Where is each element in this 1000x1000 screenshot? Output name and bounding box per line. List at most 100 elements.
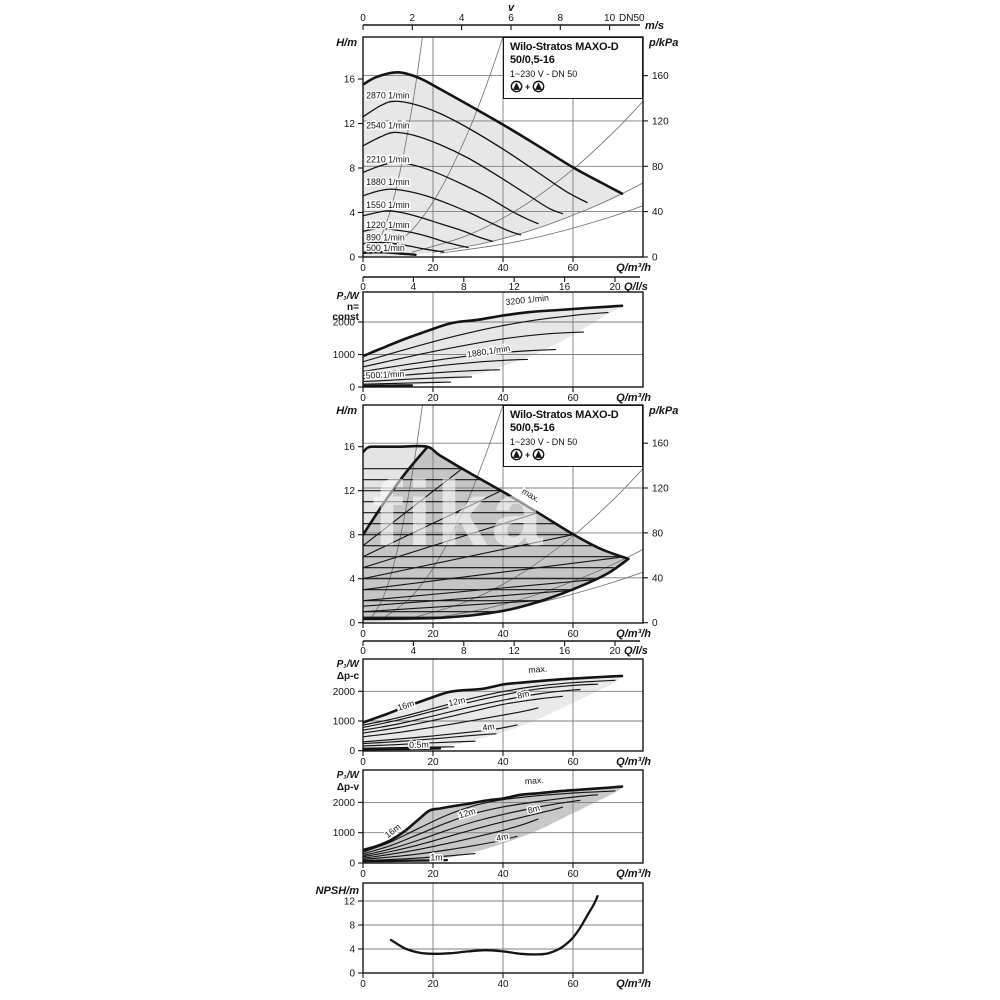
svg-text:m/s: m/s xyxy=(645,20,664,32)
svg-text:0: 0 xyxy=(349,859,355,870)
svg-text:1m: 1m xyxy=(430,852,442,862)
svg-text:0: 0 xyxy=(360,646,366,657)
svg-text:0: 0 xyxy=(360,393,366,404)
svg-text:16: 16 xyxy=(344,442,356,453)
svg-text:1000: 1000 xyxy=(333,350,356,361)
svg-text:500 1/min: 500 1/min xyxy=(365,369,404,381)
series-6m xyxy=(363,707,539,738)
svg-text:40: 40 xyxy=(652,573,664,584)
svg-text:v: v xyxy=(508,2,515,14)
svg-text:60: 60 xyxy=(567,629,579,640)
series-v-guide-2 xyxy=(383,405,504,619)
series-dp-v 6m xyxy=(363,556,621,591)
svg-text:1000: 1000 xyxy=(333,717,356,728)
svg-text:40: 40 xyxy=(497,979,509,990)
chart-p1-n-const: 2000 1000 00 20 40 60 Q/m³/h P₁/Wn=const 3200 1/… xyxy=(332,291,651,404)
svg-text:60: 60 xyxy=(567,393,579,404)
svg-text:120: 120 xyxy=(652,484,669,495)
svg-text:0: 0 xyxy=(349,969,355,980)
svg-text:0: 0 xyxy=(349,383,355,394)
svg-text:60: 60 xyxy=(567,757,579,768)
svg-text:0: 0 xyxy=(349,618,355,629)
svg-text:max.: max. xyxy=(524,775,544,786)
svg-text:1550 1/min: 1550 1/min xyxy=(366,200,410,210)
series-NPSH xyxy=(389,895,599,956)
series-3200 1/min xyxy=(363,304,624,358)
series-window-bottom xyxy=(363,557,630,621)
svg-text:0: 0 xyxy=(360,282,366,293)
svg-text:Q/m³/h: Q/m³/h xyxy=(616,756,651,768)
series-890 1/min xyxy=(363,381,452,385)
svg-text:P₁/W: P₁/W xyxy=(337,659,361,670)
svg-text:DN50: DN50 xyxy=(619,13,645,24)
series-dp-v 8m xyxy=(363,534,574,580)
series-10m xyxy=(363,688,581,731)
svg-text:0: 0 xyxy=(360,263,366,274)
svg-text:0: 0 xyxy=(349,253,355,264)
product-model: 50/0,5-16 xyxy=(510,54,555,66)
series-500 1/min xyxy=(363,384,414,387)
svg-text:4: 4 xyxy=(349,945,355,956)
svg-text:890 1/min: 890 1/min xyxy=(366,233,405,243)
svg-text:H/m: H/m xyxy=(336,405,357,417)
series-window-top xyxy=(363,444,630,561)
svg-text:8: 8 xyxy=(349,164,355,175)
svg-text:12: 12 xyxy=(509,282,521,293)
svg-text:0: 0 xyxy=(360,979,366,990)
svg-text:2540 1/min: 2540 1/min xyxy=(366,121,410,131)
series-v-guide-1 xyxy=(369,37,423,255)
product-name: Wilo-Stratos MAXO-D xyxy=(510,409,619,421)
svg-text:max.: max. xyxy=(528,664,548,675)
series-6m xyxy=(363,818,539,859)
series-8m xyxy=(363,695,564,734)
svg-text:Δp-c: Δp-c xyxy=(337,671,360,682)
svg-text:20: 20 xyxy=(427,757,439,768)
axis-velocity-axis: 0 2 4 6 8 10 m/s v DN50 xyxy=(360,2,664,32)
product-voltage: 1~230 V - DN 50 xyxy=(510,437,578,447)
svg-text:0: 0 xyxy=(360,13,366,24)
svg-text:Q/m³/h: Q/m³/h xyxy=(616,978,651,990)
series-2540 1/min xyxy=(363,331,585,368)
series-1220 1/min xyxy=(363,227,469,249)
series-v-guide-5 xyxy=(439,205,643,254)
svg-text:8: 8 xyxy=(349,921,355,932)
svg-text:Q/m³/h: Q/m³/h xyxy=(616,868,651,880)
product-name: Wilo-Stratos MAXO-D xyxy=(510,41,619,53)
svg-text:120: 120 xyxy=(652,116,669,127)
series-3m xyxy=(363,733,497,745)
svg-text:8: 8 xyxy=(558,13,564,24)
svg-text:8: 8 xyxy=(349,530,355,541)
svg-text:0: 0 xyxy=(652,253,658,264)
series-max xyxy=(363,70,624,195)
axis-q-ls-axis-2: 0 4 8 12 16 20 Q/l/s xyxy=(360,640,648,657)
svg-text:Q/l/s: Q/l/s xyxy=(624,645,648,657)
svg-text:12: 12 xyxy=(344,897,356,908)
product-model: 50/0,5-16 xyxy=(510,422,555,434)
svg-text:12: 12 xyxy=(509,646,521,657)
axis-q-ls-axis-1: 0 4 8 12 16 20 Q/l/s xyxy=(360,276,648,293)
pump-icon xyxy=(510,448,523,461)
svg-text:500 1/min: 500 1/min xyxy=(366,243,405,253)
svg-text:4: 4 xyxy=(411,646,417,657)
pump-icon xyxy=(532,448,545,461)
svg-text:20: 20 xyxy=(609,282,621,293)
pump-icon xyxy=(510,80,523,93)
series-2540 1/min xyxy=(363,131,564,215)
series-2870 1/min xyxy=(363,312,609,363)
svg-text:10: 10 xyxy=(604,13,616,24)
svg-text:0.5m: 0.5m xyxy=(409,739,429,750)
svg-text:n=: n= xyxy=(347,302,359,313)
pump-symbols: + xyxy=(510,80,637,93)
svg-text:1220 1/min: 1220 1/min xyxy=(366,220,410,230)
svg-text:1880 1/min: 1880 1/min xyxy=(366,177,410,187)
series-v-guide-1 xyxy=(369,405,423,621)
series-dp-v 16m max xyxy=(363,446,428,536)
svg-text:p/kPa: p/kPa xyxy=(648,405,678,417)
svg-text:Δp-v: Δp-v xyxy=(337,782,360,793)
svg-text:Q/l/s: Q/l/s xyxy=(624,281,648,293)
svg-text:p/kPa: p/kPa xyxy=(648,37,678,49)
svg-text:8: 8 xyxy=(461,646,467,657)
